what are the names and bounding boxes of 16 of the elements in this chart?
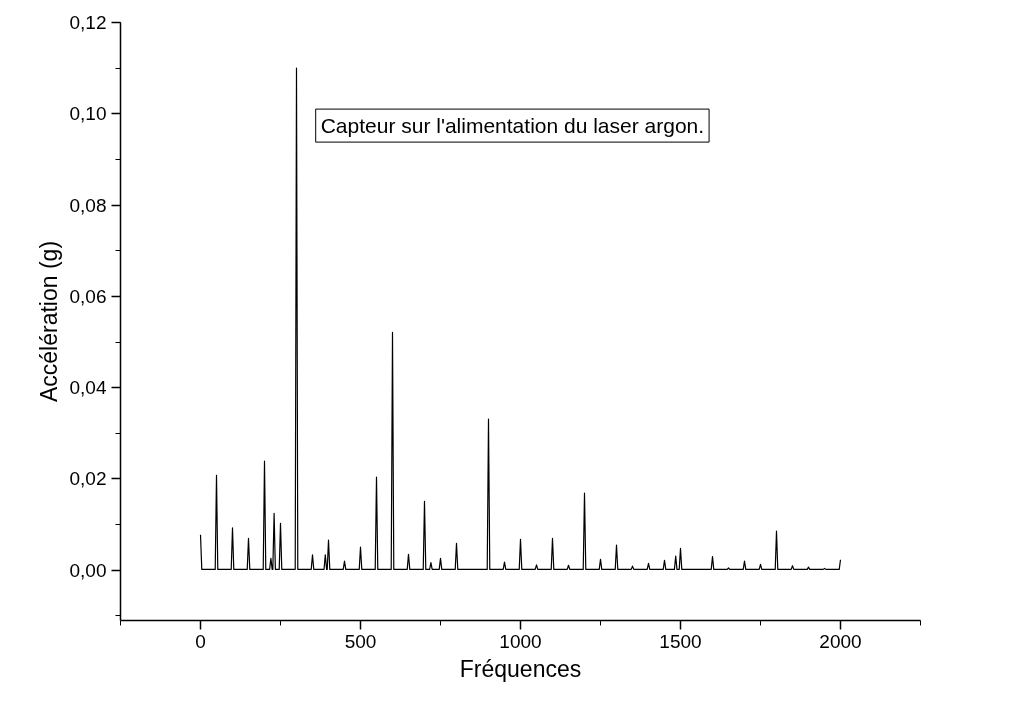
x-tick-label: 1500 bbox=[659, 630, 702, 652]
x-tick-label: 2000 bbox=[819, 630, 862, 652]
y-tick-label: 0,12 bbox=[69, 12, 107, 33]
x-tick-label: 500 bbox=[344, 630, 377, 652]
y-axis-title: Accélération (g) bbox=[35, 240, 62, 403]
y-tick-label: 0,04 bbox=[69, 377, 107, 399]
line-series bbox=[199, 67, 842, 570]
y-tick-label: 0,02 bbox=[69, 468, 107, 490]
x-tick-label: 1000 bbox=[499, 630, 542, 652]
y-tick-label: 0,00 bbox=[69, 559, 107, 581]
y-tick-label: 0,06 bbox=[69, 285, 107, 307]
x-tick-label: 0 bbox=[195, 630, 206, 652]
annotation: Capteur sur l'alimentation du laser argon. bbox=[320, 114, 705, 138]
y-tick-label: 0,08 bbox=[69, 194, 107, 216]
x-axis-title: Fréquences bbox=[459, 655, 582, 682]
y-tick-label: 0,10 bbox=[69, 103, 107, 125]
